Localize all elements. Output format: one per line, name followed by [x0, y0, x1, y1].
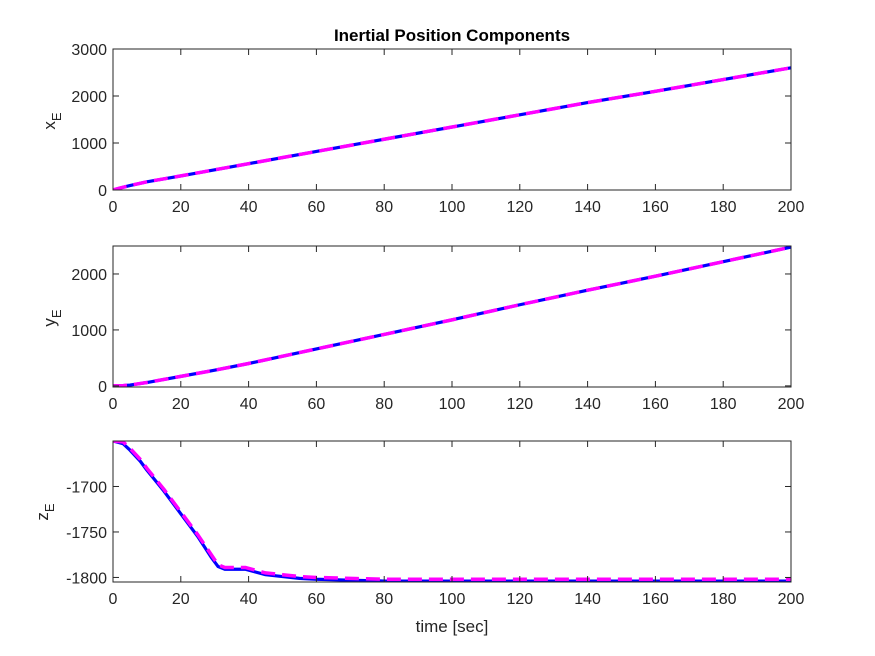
xE-x-tick-label: 180: [710, 199, 737, 216]
zE-x-tick-label: 40: [240, 591, 258, 608]
yE-x-tick-label: 80: [375, 396, 393, 413]
xE-x-ticks: 0 20 40 60 80 100 120 140 160 180 200: [109, 49, 805, 216]
xE-x-tick-label: 200: [778, 199, 805, 216]
yE-y-label: yE: [40, 309, 64, 327]
yE-x-ticks: 0 20 40 60 80 100 120 140 160 180 200: [109, 246, 805, 413]
zE-x-tick-label: 160: [642, 591, 669, 608]
yE-x-tick-label: 100: [439, 396, 466, 413]
xE-y-label-main: x: [40, 121, 59, 130]
yE-series-reference-line: [113, 246, 791, 387]
xE-y-tick-label: 2000: [71, 89, 107, 106]
zE-series-actual-line: [113, 441, 791, 582]
yE-x-tick-label: 20: [172, 396, 190, 413]
zE-y-tick-label: -1800: [66, 570, 107, 587]
xE-x-tick-label: 60: [308, 199, 326, 216]
zE-y-label: zE: [33, 503, 57, 521]
xE-y-tick-label: 3000: [71, 42, 107, 59]
yE-x-tick-label: 160: [642, 396, 669, 413]
xE-y-tick-label: 0: [98, 183, 107, 200]
xE-series-reference-line: [113, 66, 791, 190]
zE-y-label-sub: E: [42, 503, 57, 512]
yE-y-tick-label: 1000: [71, 323, 107, 340]
xE-x-tick-label: 140: [574, 199, 601, 216]
yE-x-tick-label: 60: [308, 396, 326, 413]
subplot-xE: 0 20 40 60 80 100 120 140 160 180 200 0 1000 2000 300…: [40, 42, 804, 216]
zE-series-reference-line: [113, 441, 791, 582]
x-axis-label: time [sec]: [416, 617, 489, 636]
yE-y-ticks: 0 1000 2000: [71, 267, 791, 396]
yE-x-tick-label: 120: [506, 396, 533, 413]
xE-y-ticks: 0 1000 2000 3000: [71, 42, 791, 200]
zE-y-tick-label: -1700: [66, 479, 107, 496]
xE-y-label-sub: E: [49, 112, 64, 121]
yE-y-tick-label: 2000: [71, 267, 107, 284]
chart-title: Inertial Position Components: [334, 26, 570, 45]
zE-x-tick-label: 0: [109, 591, 118, 608]
xE-x-tick-label: 20: [172, 199, 190, 216]
zE-x-tick-label: 180: [710, 591, 737, 608]
xE-x-tick-label: 80: [375, 199, 393, 216]
yE-y-label-main: y: [40, 318, 59, 327]
yE-y-label-sub: E: [49, 309, 64, 318]
xE-x-tick-label: 100: [439, 199, 466, 216]
yE-x-tick-label: 140: [574, 396, 601, 413]
zE-y-label-main: z: [33, 512, 52, 521]
yE-series: [113, 246, 791, 387]
zE-x-tick-label: 120: [506, 591, 533, 608]
zE-series: [113, 441, 791, 582]
subplot-zE: 0 20 40 60 80 100 120 140 160 180 200 -1700-1750-1…: [33, 440, 805, 608]
yE-x-tick-label: 40: [240, 396, 258, 413]
xE-x-tick-label: 0: [109, 199, 118, 216]
xE-x-tick-label: 160: [642, 199, 669, 216]
zE-x-ticks: 0 20 40 60 80 100 120 140 160 180 200: [109, 441, 805, 608]
yE-x-tick-label: 200: [778, 396, 805, 413]
zE-x-tick-label: 140: [574, 591, 601, 608]
zE-x-tick-label: 100: [439, 591, 466, 608]
subplot-yE: 0 20 40 60 80 100 120 140 160 180 200 0 1000 2000 yE: [40, 245, 805, 413]
xE-y-tick-label: 1000: [71, 136, 107, 153]
xE-y-label: xE: [40, 112, 64, 130]
zE-x-tick-label: 80: [375, 591, 393, 608]
xE-x-tick-label: 40: [240, 199, 258, 216]
zE-y-ticks: -1700 -1750 -1800: [66, 479, 791, 587]
zE-x-tick-label: 20: [172, 591, 190, 608]
zE-y-tick-label: -1750: [66, 525, 107, 542]
zE-x-tick-label: 60: [308, 591, 326, 608]
yE-x-tick-label: 180: [710, 396, 737, 413]
yE-y-tick-label: 0: [98, 379, 107, 396]
xE-series: [113, 66, 791, 190]
xE-x-tick-label: 120: [506, 199, 533, 216]
zE-x-tick-label: 200: [778, 591, 805, 608]
yE-x-tick-label: 0: [109, 396, 118, 413]
